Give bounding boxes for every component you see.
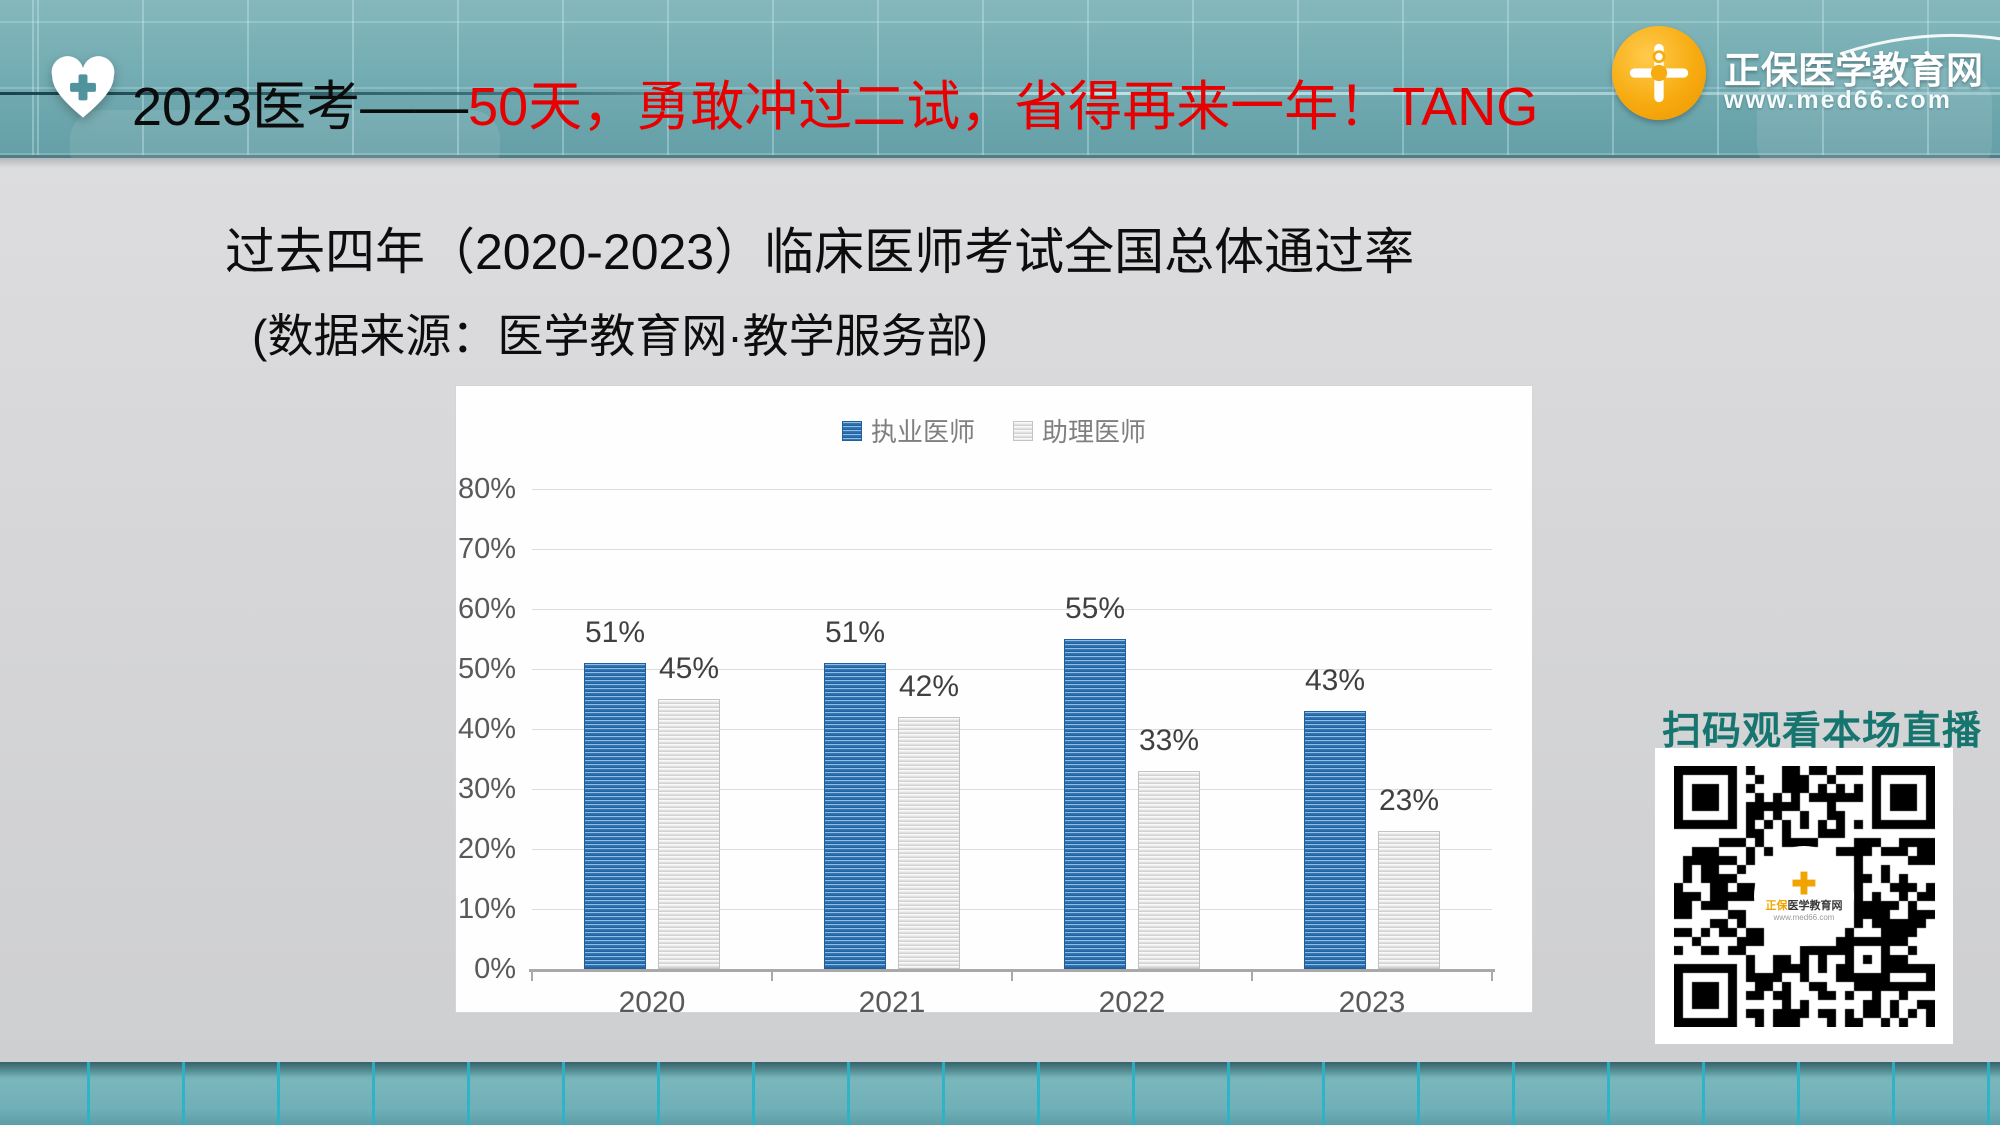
brand-arc-decoration [1839,33,2000,56]
x-axis-tick [1491,972,1493,981]
qr-caption: 扫码观看本场直播 [1662,710,1983,753]
header-bar: 2023医考——50天，勇敢冲过二试，省得再来一年！TANG 正保医学教育网 w… [0,0,2000,180]
chart-gridline [532,669,1492,670]
bar-value-label: 23% [1378,784,1440,817]
bar-执业医师-2021 [824,663,886,969]
chart-gridline [532,489,1492,490]
chart-gridline [532,909,1492,910]
brand-url: www.med66.com [1724,86,1952,114]
y-axis-tick-label: 80% [457,473,516,505]
legend-label: 执业医师 [870,417,975,447]
page-subtitle: (数据来源：医学教育网·教学服务部) [252,310,988,362]
qr-logo-brand: 正保医学教育网 [1765,899,1843,912]
bar-value-label: 43% [1304,664,1366,697]
legend-item: 助理医师 [1013,412,1146,449]
qr-logo-url: www.med66.com [1773,912,1835,922]
x-axis-tick [771,972,773,981]
y-axis-tick-label: 70% [457,533,516,565]
heart-plus-icon [51,56,115,118]
bar-value-label: 33% [1138,724,1200,757]
x-axis-tick [1251,972,1253,981]
x-axis-line [529,969,1495,972]
slide-body: 过去四年（2020-2023）临床医师考试全国总体通过率 (数据来源：医学教育网… [0,158,2000,1062]
header-accent-line [0,92,2000,95]
page-title: 过去四年（2020-2023）临床医师考试全国总体通过率 [225,224,1415,280]
bar-执业医师-2020 [584,663,646,969]
x-axis-tick [531,972,533,981]
chart-legend: 执业医师 助理医师 [456,412,1532,449]
bar-value-label: 51% [824,616,886,649]
bar-执业医师-2023 [1304,711,1366,969]
y-axis-tick-label: 10% [457,893,516,925]
legend-label: 助理医师 [1042,417,1147,447]
chart-gridline [532,609,1492,610]
qr-code: ✚ 正保医学教育网 www.med66.com [1655,748,1953,1044]
legend-swatch [841,420,862,441]
y-axis-tick-label: 50% [457,653,516,685]
brand-name: 正保医学教育网 [1724,50,1983,91]
bar-助理医师-2023 [1378,831,1440,969]
y-axis-tick-label: 40% [457,713,516,745]
chart-gridline [532,729,1492,730]
qr-logo-cross-icon: ✚ [1791,867,1817,901]
legend-swatch [1013,420,1033,441]
header-title: 2023医考——50天，勇敢冲过二试，省得再来一年！TANG [132,62,1538,141]
bar-助理医师-2020 [658,699,720,969]
medical-cross-icon [1612,26,1706,120]
footer-bar [0,1062,2000,1125]
x-axis-tick [1011,972,1013,981]
chart-gridline [532,549,1492,550]
bar-chart: 执业医师 助理医师 0% 10% 20% 30% 40% 50% 60% 70% 80% 2020 5… [455,385,1533,1019]
y-axis-tick-label: 20% [457,833,516,865]
legend-item: 执业医师 [841,412,975,449]
x-axis-category-label: 2021 [858,986,926,1019]
x-axis-category-label: 2023 [1338,986,1406,1019]
chart-gridline [532,789,1492,790]
bar-value-label: 51% [584,616,646,649]
y-axis-tick-label: 0% [474,953,516,985]
chart-gridline [532,849,1492,850]
x-axis-category-label: 2020 [618,986,686,1019]
bar-助理医师-2022 [1138,771,1200,969]
bar-chart-plot: 0% 10% 20% 30% 40% 50% 60% 70% 80% 2020 51% 45% 2021… [456,386,1532,1019]
footer-grid-texture [0,1062,2000,1125]
header-title-black: 2023医考—— [132,77,469,137]
header-title-red: 50天，勇敢冲过二试，省得再来一年！TANG [468,77,1539,137]
qr-center-logo: ✚ 正保医学教育网 www.med66.com [1756,848,1852,944]
bar-执业医师-2022 [1064,639,1126,969]
y-axis-tick-label: 60% [457,593,516,625]
y-axis-tick-label: 30% [457,773,516,805]
bar-value-label: 55% [1064,592,1126,625]
bar-助理医师-2021 [898,717,960,969]
x-axis-category-label: 2022 [1098,986,1166,1019]
bar-value-label: 42% [898,670,960,703]
bar-value-label: 45% [658,652,720,685]
